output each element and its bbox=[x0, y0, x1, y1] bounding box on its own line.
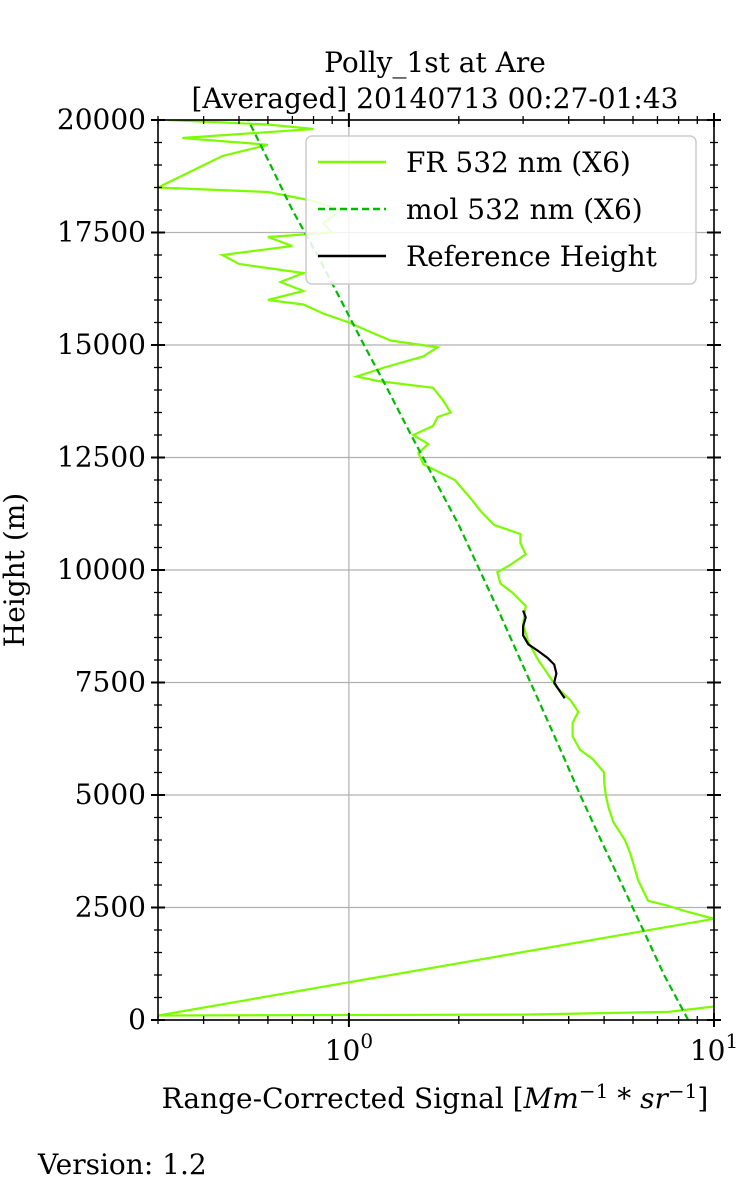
x-axis-label: Range-Corrected Signal [Mm−1 * sr−1] bbox=[162, 1079, 709, 1115]
series-line-mol-532-nm-x6 bbox=[247, 120, 690, 1020]
y-tick-label: 5000 bbox=[75, 778, 146, 811]
chart-subtitle: [Averaged] 20140713 00:27-01:43 bbox=[192, 82, 679, 115]
ticks: 0 2500 5000 7500 10000 12500 15000 17500 20000 10… bbox=[57, 103, 738, 1067]
y-tick-label: 7500 bbox=[75, 666, 146, 699]
legend-entry: FR 532 nm (X6) bbox=[406, 146, 631, 179]
legend-box bbox=[305, 135, 697, 285]
y-tick-label: 2500 bbox=[75, 891, 146, 924]
chart-title: Polly_1st at Are bbox=[324, 46, 546, 79]
y-tick-label: 12500 bbox=[57, 441, 146, 474]
y-tick-label: 20000 bbox=[57, 103, 146, 136]
legend: FR 532 nm (X6) mol 532 nm (X6) Reference H… bbox=[305, 135, 697, 285]
x-tick-label: 100 bbox=[325, 1029, 373, 1067]
series-layer bbox=[158, 120, 714, 1020]
y-tick-label: 10000 bbox=[57, 553, 146, 586]
series-line-reference-height bbox=[522, 610, 566, 699]
y-tick-label: 15000 bbox=[57, 328, 146, 361]
version-label: Version: 1.2 bbox=[38, 1148, 207, 1181]
y-axis-label: Height (m) bbox=[0, 493, 31, 647]
y-tick-label: 17500 bbox=[57, 216, 146, 249]
x-tick-label: 101 bbox=[690, 1029, 738, 1067]
series-line-fr-532-nm-x6 bbox=[158, 120, 714, 1017]
legend-entry: Reference Height bbox=[406, 240, 658, 273]
y-tick-label: 0 bbox=[128, 1003, 146, 1036]
legend-entry: mol 532 nm (X6) bbox=[406, 193, 643, 226]
